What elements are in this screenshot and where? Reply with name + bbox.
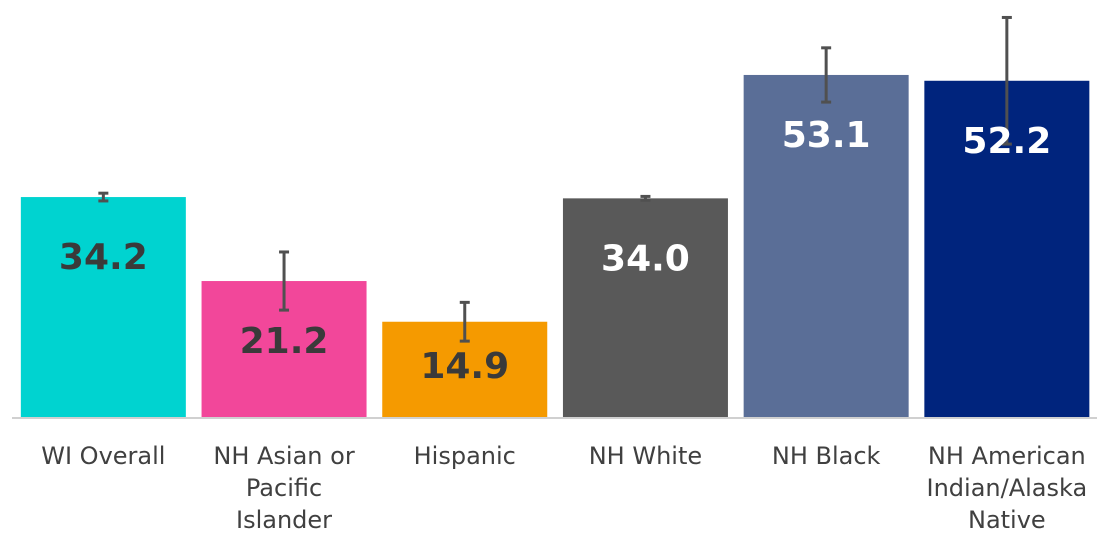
x-tick-label: Hispanic <box>413 442 516 470</box>
bar <box>743 74 909 418</box>
x-tick-label: NH Black <box>771 442 881 470</box>
data-label: 53.1 <box>782 115 871 156</box>
error-bar <box>279 250 290 312</box>
bar <box>20 197 186 418</box>
error-bar <box>459 300 470 343</box>
data-label: 34.2 <box>59 237 148 278</box>
x-tick-label: NH White <box>588 442 703 470</box>
data-label: 34.0 <box>601 238 690 279</box>
error-bar <box>640 194 651 202</box>
error-bar <box>821 46 832 104</box>
error-bar <box>98 191 109 203</box>
bar <box>562 198 728 418</box>
data-label: 14.9 <box>420 346 509 387</box>
data-label: 21.2 <box>240 321 329 362</box>
x-tick-label: NH American Indian/Alaska Native <box>926 442 1088 534</box>
data-label: 52.2 <box>962 121 1051 162</box>
x-tick-label: WI Overall <box>41 442 166 470</box>
x-tick-label: NH Asian or Pacific Islander <box>213 442 355 534</box>
error-bar <box>1001 15 1012 146</box>
